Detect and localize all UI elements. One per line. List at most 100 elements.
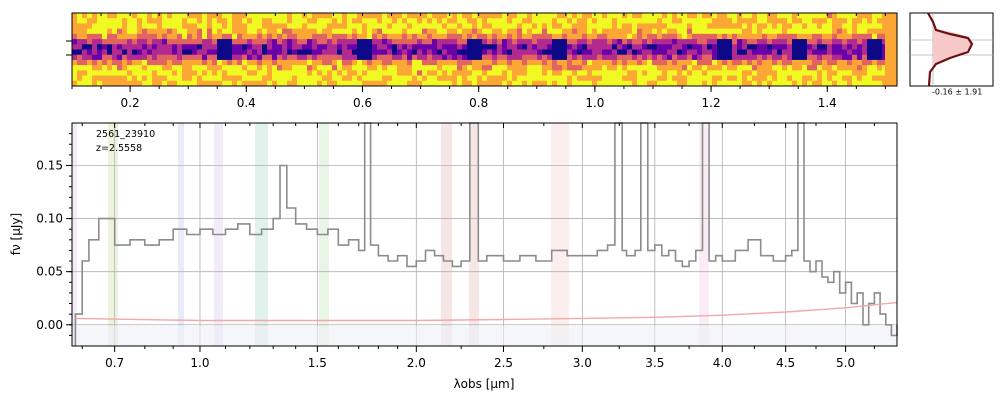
heatmap-cell — [687, 18, 693, 24]
heatmap-cell — [157, 33, 163, 40]
heatmap-cell — [377, 39, 383, 45]
flux-step-line — [74, 122, 898, 346]
heatmap-cell — [627, 28, 633, 35]
heatmap-cell — [262, 75, 268, 82]
heatmap-cell — [832, 70, 838, 76]
heatmap-cell — [467, 70, 473, 76]
heatmap-cell — [647, 28, 653, 35]
heatmap-cell — [527, 75, 533, 82]
heatmap-cell — [287, 23, 293, 30]
heatmap-cell — [412, 33, 418, 40]
heatmap-cell — [807, 18, 813, 24]
heatmap-cell — [97, 39, 103, 45]
heatmap-cell — [572, 13, 578, 19]
heatmap-cell — [77, 75, 83, 82]
heatmap-cell — [752, 13, 758, 19]
heatmap-cell — [512, 65, 518, 71]
heatmap-cell — [847, 75, 853, 82]
heatmap-cell — [812, 80, 818, 87]
heatmap-cell — [622, 13, 628, 19]
heatmap-cell — [337, 39, 343, 45]
heatmap-cell — [562, 23, 568, 30]
heatmap-cell — [322, 39, 328, 45]
heatmap-cell — [767, 65, 773, 71]
heatmap-cell — [452, 28, 458, 35]
x-tick-label-2d: 1.4 — [818, 96, 837, 110]
heatmap-cell — [77, 23, 83, 30]
heatmap-cell — [637, 33, 643, 40]
heatmap-cell — [317, 65, 323, 71]
heatmap-cell — [497, 80, 503, 87]
heatmap-cell — [387, 28, 393, 35]
heatmap-cell — [142, 13, 148, 19]
heatmap-cell — [722, 44, 728, 50]
heatmap-cell — [772, 28, 778, 35]
heatmap-cell — [667, 80, 673, 87]
heatmap-cell — [112, 23, 118, 30]
heatmap-cell — [707, 54, 713, 61]
heatmap-cell — [282, 39, 288, 45]
heatmap-cell — [652, 18, 658, 24]
heatmap-cell — [202, 23, 208, 30]
heatmap-cell — [882, 33, 888, 40]
heatmap-cell — [462, 49, 468, 56]
heatmap-cell — [872, 28, 878, 35]
heatmap-cell — [612, 70, 618, 76]
heatmap-cell — [227, 49, 233, 56]
heatmap-cell — [227, 59, 233, 66]
heatmap-cell — [482, 18, 488, 24]
heatmap-cell — [827, 33, 833, 40]
heatmap-cell — [82, 13, 88, 19]
heatmap-cell — [847, 18, 853, 24]
heatmap-cell — [267, 54, 273, 61]
heatmap-cell — [812, 70, 818, 76]
heatmap-cell — [732, 75, 738, 82]
heatmap-cell — [147, 44, 153, 50]
heatmap-cell — [682, 13, 688, 19]
heatmap-cell — [727, 54, 733, 61]
heatmap-cell — [612, 65, 618, 71]
heatmap-cell — [517, 70, 523, 76]
heatmap-cell — [597, 28, 603, 35]
heatmap-cell — [167, 44, 173, 50]
heatmap-cell — [467, 59, 473, 66]
heatmap-cell — [152, 13, 158, 19]
heatmap-cell — [517, 49, 523, 56]
heatmap-cell — [452, 33, 458, 40]
heatmap-cell — [307, 13, 313, 19]
heatmap-cell — [382, 49, 388, 56]
heatmap-cell — [587, 65, 593, 71]
heatmap-cell — [437, 28, 443, 35]
heatmap-cell — [607, 23, 613, 30]
heatmap-cell — [712, 18, 718, 24]
heatmap-cell — [547, 44, 553, 50]
heatmap-cell — [107, 80, 113, 87]
heatmap-cell — [352, 59, 358, 66]
heatmap-cell — [392, 33, 398, 40]
heatmap-cell — [442, 80, 448, 87]
heatmap-cell — [487, 23, 493, 30]
heatmap-cell — [547, 80, 553, 87]
heatmap-cell — [682, 39, 688, 45]
heatmap-cell — [292, 39, 298, 45]
heatmap-cell — [157, 23, 163, 30]
heatmap-cell — [187, 33, 193, 40]
heatmap-cell — [702, 54, 708, 61]
heatmap-cell — [417, 13, 423, 19]
heatmap-cell — [497, 23, 503, 30]
heatmap-cell — [657, 39, 663, 45]
y-axis: 0.000.050.100.15 — [36, 133, 72, 336]
heatmap-cell — [572, 65, 578, 71]
heatmap-cell — [352, 13, 358, 19]
heatmap-cell — [237, 54, 243, 61]
heatmap-cell — [582, 70, 588, 76]
x-tick-label: 3.5 — [645, 356, 664, 370]
heatmap-cell — [337, 59, 343, 66]
heatmap-cell — [617, 59, 623, 66]
heatmap-cell — [237, 13, 243, 19]
heatmap-cell — [192, 59, 198, 66]
heatmap-cell — [282, 80, 288, 87]
y-tick-label: 0.15 — [36, 158, 63, 172]
heatmap-cell — [432, 80, 438, 87]
heatmap-cell — [817, 28, 823, 35]
